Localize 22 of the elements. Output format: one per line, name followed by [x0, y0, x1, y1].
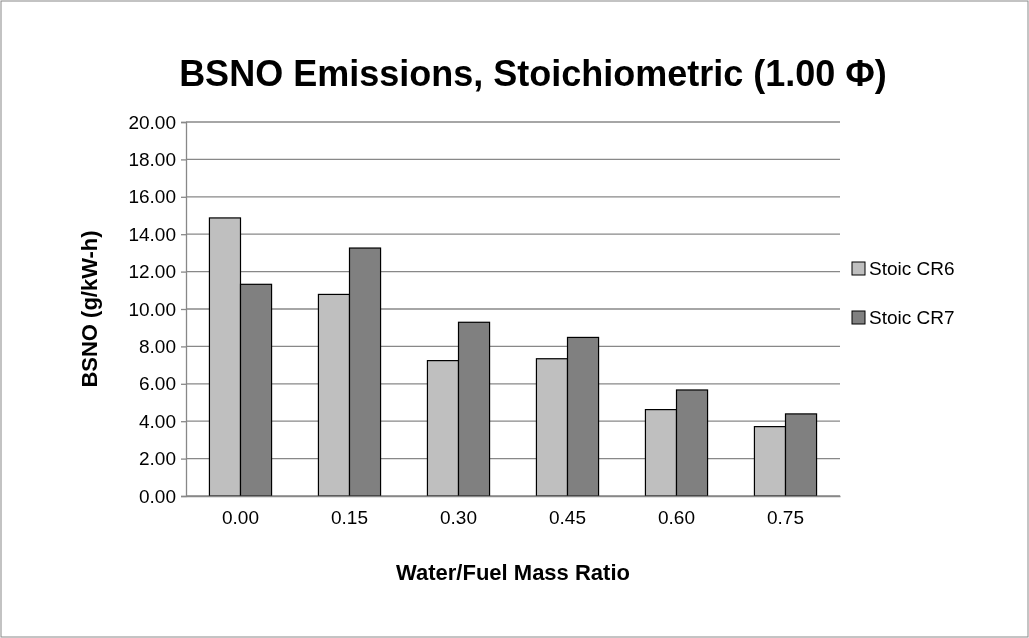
- x-tick-label: 0.45: [549, 506, 586, 528]
- y-axis-title: BSNO (g/kW-h): [77, 230, 102, 388]
- y-tick-label: 10.00: [128, 298, 176, 320]
- x-axis-title: Water/Fuel Mass Ratio: [396, 560, 630, 585]
- x-tick-label: 0.60: [658, 506, 695, 528]
- y-tick-label: 0.00: [139, 485, 176, 507]
- x-tick-label: 0.15: [331, 506, 368, 528]
- x-tick-label: 0.00: [222, 506, 259, 528]
- y-tick-label: 18.00: [128, 148, 176, 170]
- legend-label: Stoic CR6: [869, 258, 955, 279]
- y-tick-label: 12.00: [128, 261, 176, 283]
- y-tick-label: 4.00: [139, 410, 176, 432]
- y-tick-label: 2.00: [139, 448, 176, 470]
- y-tick-label: 6.00: [139, 373, 176, 395]
- y-tick-label: 20.00: [128, 111, 176, 133]
- y-tick-label: 14.00: [128, 223, 176, 245]
- y-tick-label: 16.00: [128, 186, 176, 208]
- legend-label: Stoic CR7: [869, 307, 955, 328]
- x-tick-label: 0.75: [767, 506, 804, 528]
- chart-title: BSNO Emissions, Stoichiometric (1.00 Φ): [179, 53, 887, 94]
- y-tick-label: 8.00: [139, 335, 176, 357]
- x-tick-label: 0.30: [440, 506, 477, 528]
